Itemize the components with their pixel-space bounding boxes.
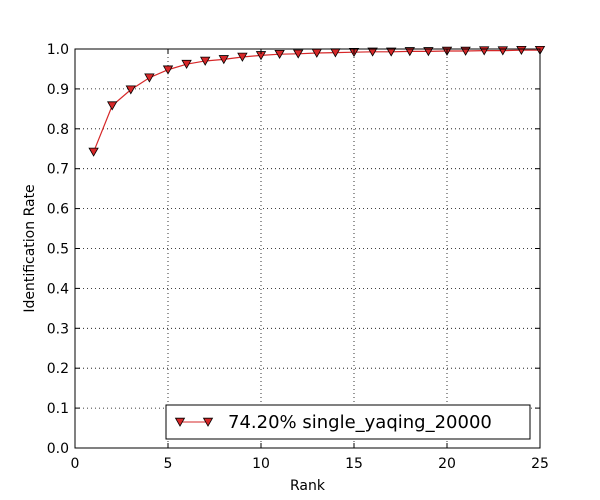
data-point-marker bbox=[88, 147, 99, 157]
data-point-marker bbox=[293, 49, 304, 59]
data-point-marker bbox=[162, 65, 174, 75]
data-point-marker bbox=[107, 101, 118, 111]
data-point-marker bbox=[144, 73, 155, 83]
data-point-marker bbox=[404, 47, 415, 57]
tick-marks bbox=[74, 48, 541, 449]
x-tick-label: 5 bbox=[164, 456, 173, 472]
data-point-marker bbox=[386, 47, 397, 57]
x-tick-label: 15 bbox=[345, 456, 363, 472]
y-tick-label: 1.0 bbox=[47, 42, 69, 58]
y-tick-label: 0.0 bbox=[47, 441, 69, 457]
y-tick-label: 0.4 bbox=[47, 281, 69, 297]
data-point-marker bbox=[181, 59, 192, 70]
x-tick-label: 10 bbox=[252, 456, 270, 472]
y-tick-label: 0.3 bbox=[47, 321, 69, 337]
legend: 74.20% single_yaqing_20000 bbox=[165, 404, 531, 440]
data-point-marker bbox=[516, 45, 527, 56]
y-tick-label: 0.7 bbox=[47, 162, 69, 178]
y-axis-label: Identification Rate bbox=[22, 184, 38, 312]
y-tick-label: 0.2 bbox=[47, 361, 69, 377]
y-tick-label: 0.6 bbox=[47, 202, 69, 218]
y-tick-label: 0.5 bbox=[47, 242, 69, 258]
legend-marker bbox=[202, 417, 214, 427]
data-point-marker bbox=[218, 55, 229, 65]
y-tick-label: 0.1 bbox=[47, 401, 69, 417]
data-point-marker bbox=[237, 52, 248, 62]
x-tick-label: 25 bbox=[531, 456, 549, 472]
y-tick-label: 0.8 bbox=[47, 122, 69, 138]
tick-labels: 0 5 10 15 20 25 0.0 0.1 0.2 0.3 0.4 0.5 0.6 0.7 0.8 0.9… bbox=[47, 42, 549, 472]
data-point-marker bbox=[274, 49, 285, 60]
x-axis-label: Rank bbox=[290, 478, 326, 494]
data-point-marker bbox=[423, 47, 434, 57]
data-point-marker bbox=[125, 85, 136, 95]
y-tick-label: 0.9 bbox=[47, 82, 69, 98]
x-tick-label: 20 bbox=[438, 456, 456, 472]
legend-box bbox=[165, 404, 531, 440]
legend-label: 74.20% single_yaqing_20000 bbox=[228, 412, 492, 433]
data-point-marker bbox=[200, 56, 211, 66]
x-tick-label: 0 bbox=[71, 456, 80, 472]
legend-marker bbox=[174, 417, 186, 427]
data-point-marker bbox=[367, 47, 378, 57]
